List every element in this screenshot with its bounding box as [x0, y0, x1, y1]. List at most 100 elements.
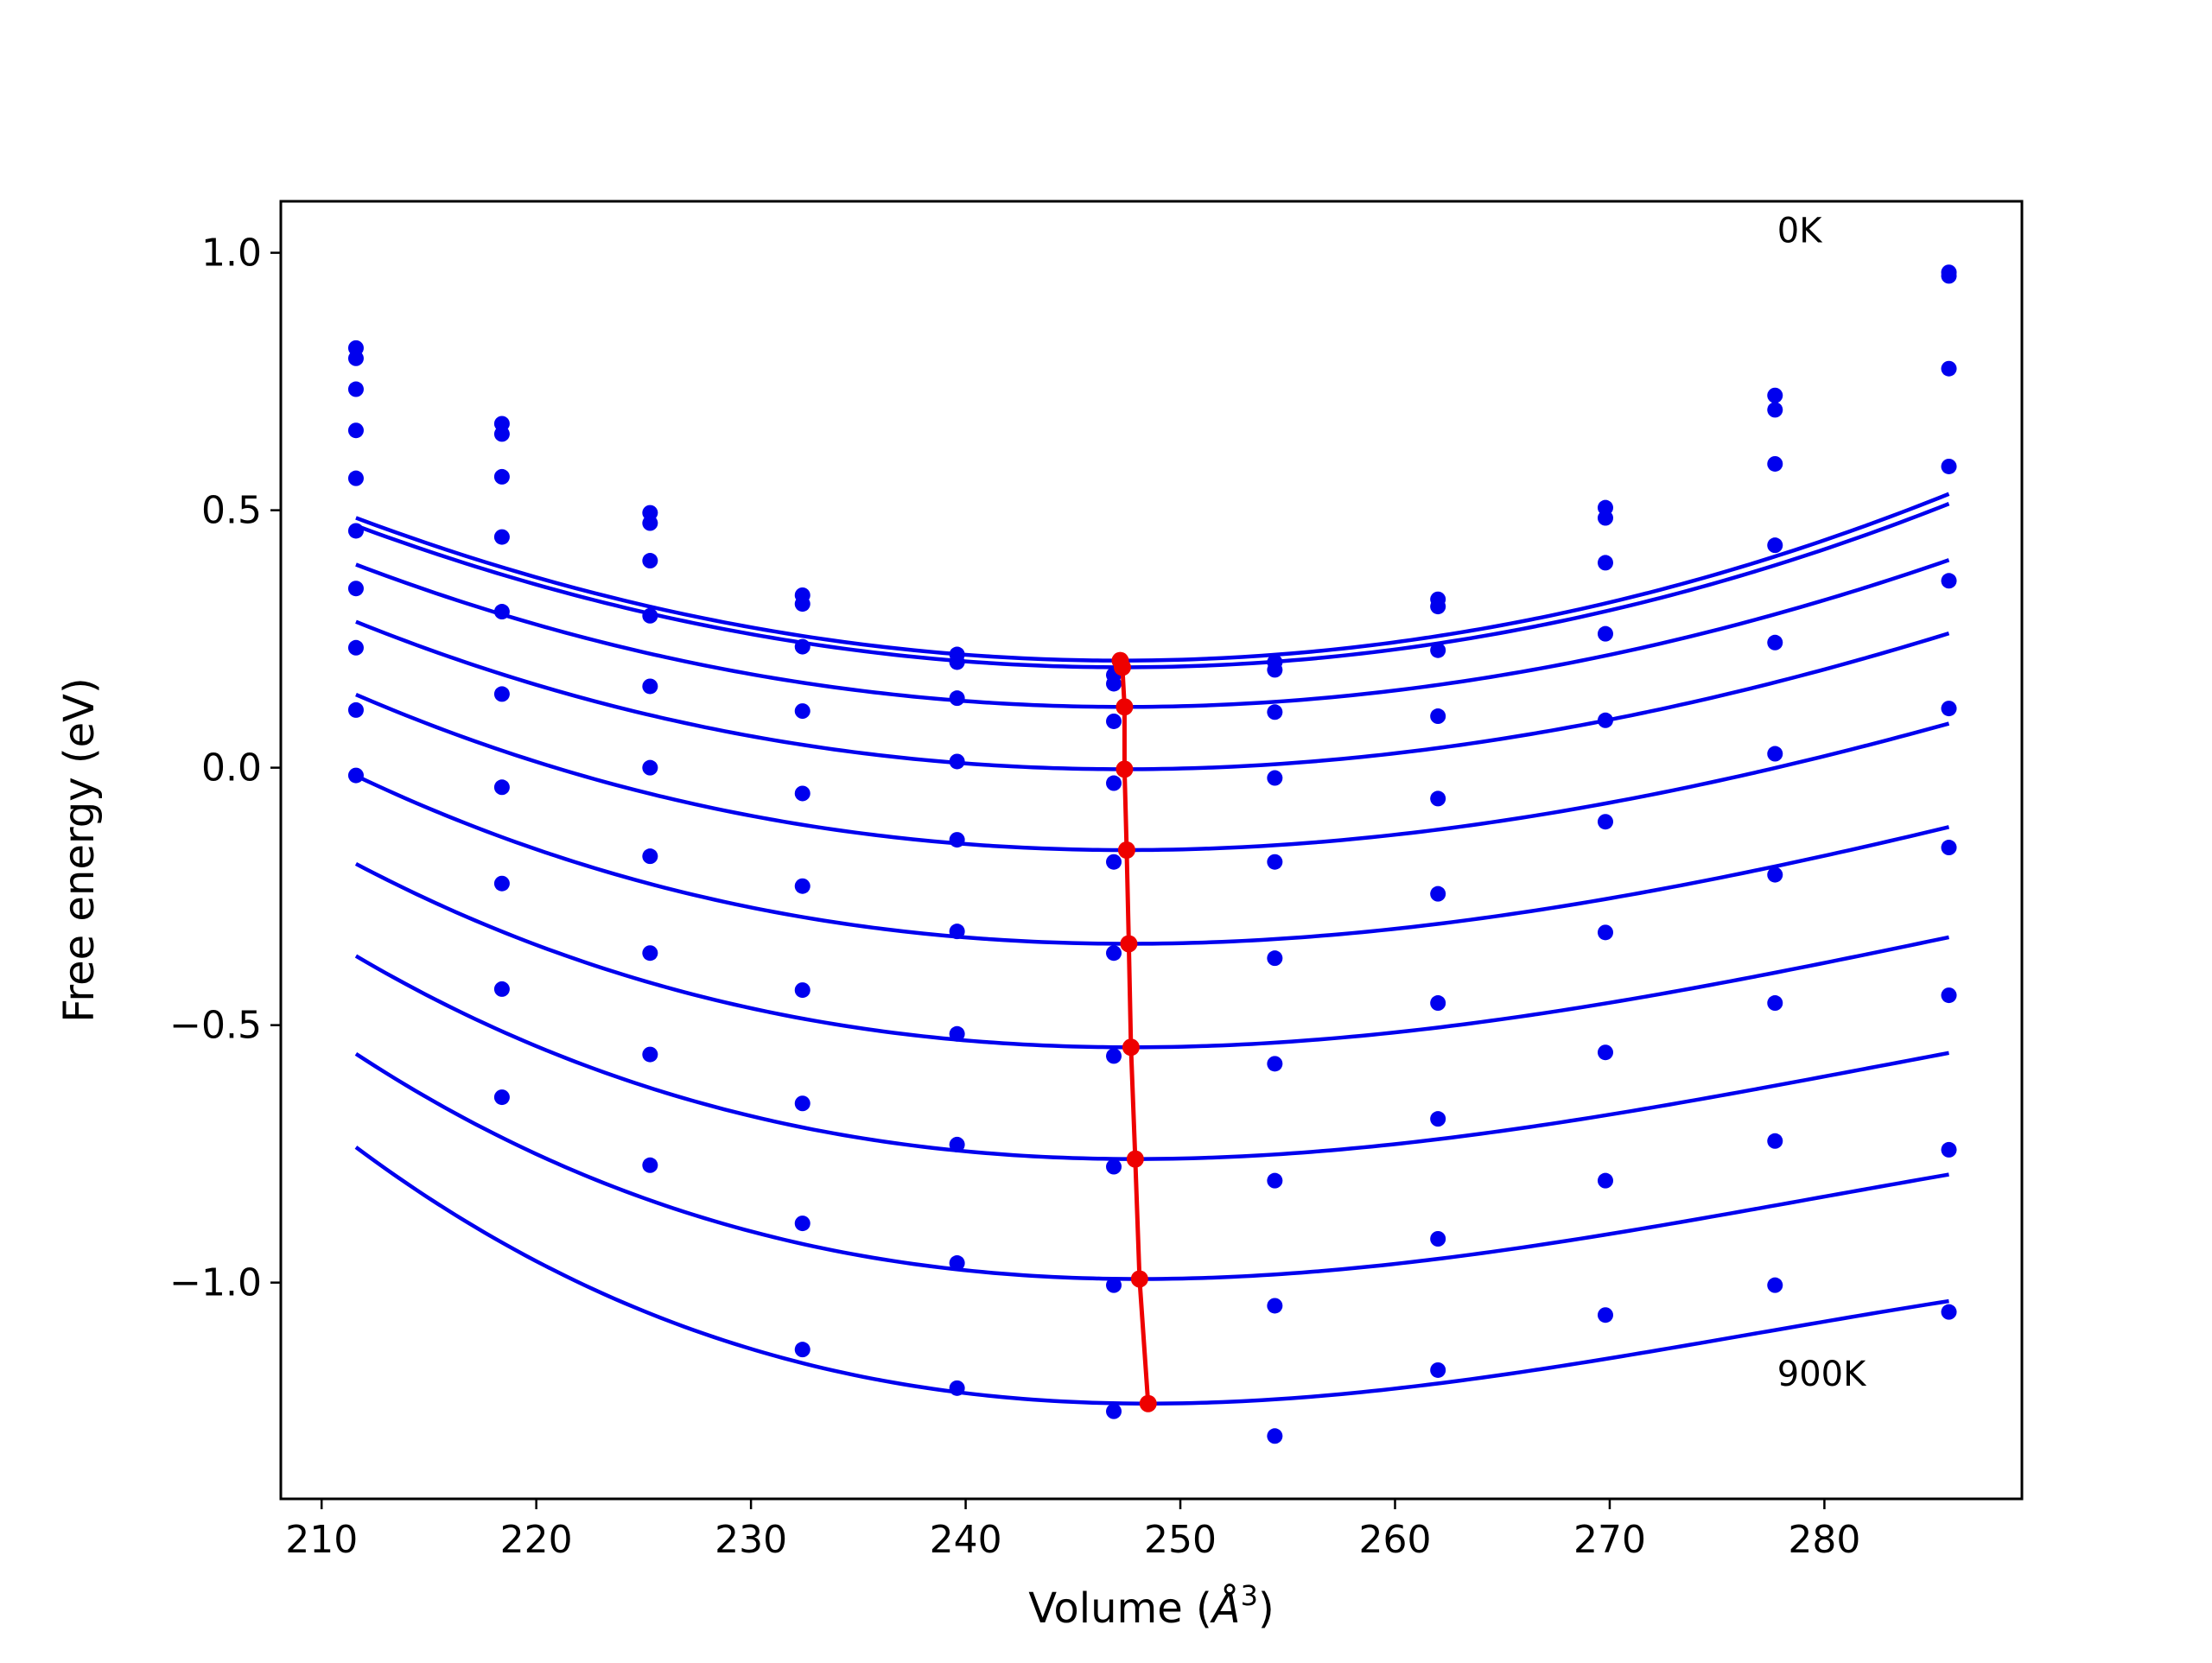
data-point-3-0: [347, 422, 364, 439]
data-point-2-2: [642, 553, 658, 569]
minimum-point-7: [1126, 1150, 1144, 1168]
data-point-3-7: [1430, 708, 1446, 725]
data-point-8-7: [1430, 1231, 1446, 1247]
data-point-2-6: [1267, 704, 1283, 720]
x-axis: 210 220 230 240 250 260 270 280: [285, 1499, 1860, 1562]
annotation-1: 900K: [1777, 1355, 1867, 1394]
data-point-6-9: [1767, 866, 1783, 883]
data-point-4-6: [1267, 854, 1283, 870]
y-axis-label: Free energy (eV): [55, 677, 104, 1022]
x-tick-label-3: 240: [930, 1518, 1002, 1562]
data-point-1-2: [642, 515, 658, 531]
data-point-6-6: [1267, 1056, 1283, 1072]
data-point-2-7: [1430, 642, 1446, 658]
data-point-1-3: [794, 596, 810, 613]
data-point-3-9: [1767, 537, 1783, 554]
data-point-8-1: [493, 981, 510, 997]
y-tick-label-0: 1.0: [201, 232, 262, 276]
data-point-8-3: [794, 1216, 810, 1232]
data-point-6-10: [1941, 840, 1957, 856]
x-axis-label-symbol: Å: [1210, 1584, 1241, 1633]
minimum-point-1: [1113, 658, 1131, 676]
data-point-1-5: [1106, 676, 1122, 692]
minimum-point-3: [1116, 760, 1134, 778]
data-point-0-9: [1767, 387, 1783, 403]
fit-curve-1: [355, 502, 1950, 670]
y-tick-label-3: −0.5: [169, 1004, 262, 1048]
data-point-9-1: [493, 1089, 510, 1106]
minimum-point-6: [1122, 1038, 1140, 1057]
data-point-8-6: [1267, 1298, 1283, 1314]
data-point-7-4: [949, 1136, 965, 1152]
data-point-4-10: [1941, 573, 1957, 589]
data-point-6-5: [1106, 1048, 1122, 1064]
x-tick-label-7: 280: [1788, 1518, 1860, 1562]
data-point-2-10: [1941, 360, 1957, 377]
data-point-4-2: [642, 678, 658, 695]
y-tick-label-2: 0.0: [201, 746, 262, 790]
data-point-1-1: [493, 426, 510, 442]
x-tick-label-6: 270: [1573, 1518, 1646, 1562]
minimum-point-2: [1116, 698, 1134, 716]
minimum-point-9: [1139, 1394, 1157, 1412]
fit-curve-0: [355, 492, 1950, 663]
data-point-7-0: [347, 639, 364, 656]
data-point-6-1: [493, 779, 510, 796]
data-point-9-10: [1941, 1304, 1957, 1320]
data-point-1-6: [1267, 662, 1283, 678]
data-point-5-0: [347, 523, 364, 539]
data-point-5-3: [794, 878, 810, 894]
fit-curve-7: [354, 954, 1949, 1161]
data-point-9-8: [1597, 1307, 1613, 1323]
minimum-point-5: [1120, 935, 1138, 953]
data-point-7-10: [1941, 987, 1957, 1004]
data-point-1-10: [1941, 268, 1957, 284]
data-point-4-4: [949, 832, 965, 848]
x-tick-label-0: 210: [285, 1518, 358, 1562]
data-point-2-3: [794, 638, 810, 655]
data-point-8-2: [642, 1046, 658, 1063]
data-point-3-5: [1106, 775, 1122, 791]
y-tick-label-4: −1.0: [169, 1261, 262, 1305]
fit-curve-4: [355, 692, 1950, 853]
data-point-3-10: [1941, 458, 1957, 474]
data-point-1-4: [949, 654, 965, 670]
data-point-6-2: [642, 848, 658, 865]
data-point-3-1: [493, 529, 510, 545]
data-point-4-1: [493, 604, 510, 620]
data-point-8-5: [1106, 1277, 1122, 1293]
fit-curve-2: [355, 558, 1950, 709]
data-point-8-4: [949, 1255, 965, 1272]
data-point-3-2: [642, 607, 658, 624]
data-point-9-6: [1267, 1428, 1283, 1444]
data-point-4-5: [1106, 854, 1122, 870]
data-point-8-10: [1941, 1141, 1957, 1158]
x-tick-label-4: 250: [1144, 1518, 1217, 1562]
data-point-2-5: [1106, 713, 1122, 729]
data-point-2-8: [1597, 555, 1613, 571]
data-point-4-9: [1767, 634, 1783, 651]
minimum-point-8: [1130, 1270, 1148, 1288]
data-point-6-7: [1430, 995, 1446, 1012]
fit-curve-6: [354, 861, 1949, 1050]
data-point-5-4: [949, 924, 965, 940]
x-axis-label: Volume (Å3): [1028, 1579, 1274, 1633]
data-point-2-0: [347, 381, 364, 397]
data-point-7-8: [1597, 1044, 1613, 1061]
data-point-6-4: [949, 1025, 965, 1042]
data-point-4-7: [1430, 790, 1446, 807]
data-point-5-10: [1941, 701, 1957, 717]
data-point-8-8: [1597, 1172, 1613, 1189]
data-point-6-0: [347, 581, 364, 597]
data-point-3-4: [949, 753, 965, 770]
minimum-point-4: [1117, 841, 1135, 859]
x-tick-label-5: 260: [1359, 1518, 1432, 1562]
data-point-5-7: [1430, 885, 1446, 902]
data-point-3-3: [794, 703, 810, 720]
data-point-9-2: [642, 1157, 658, 1173]
plot-frame: [279, 200, 2024, 1501]
data-point-9-9: [1767, 1277, 1783, 1293]
y-tick-label-1: 0.5: [201, 489, 262, 533]
